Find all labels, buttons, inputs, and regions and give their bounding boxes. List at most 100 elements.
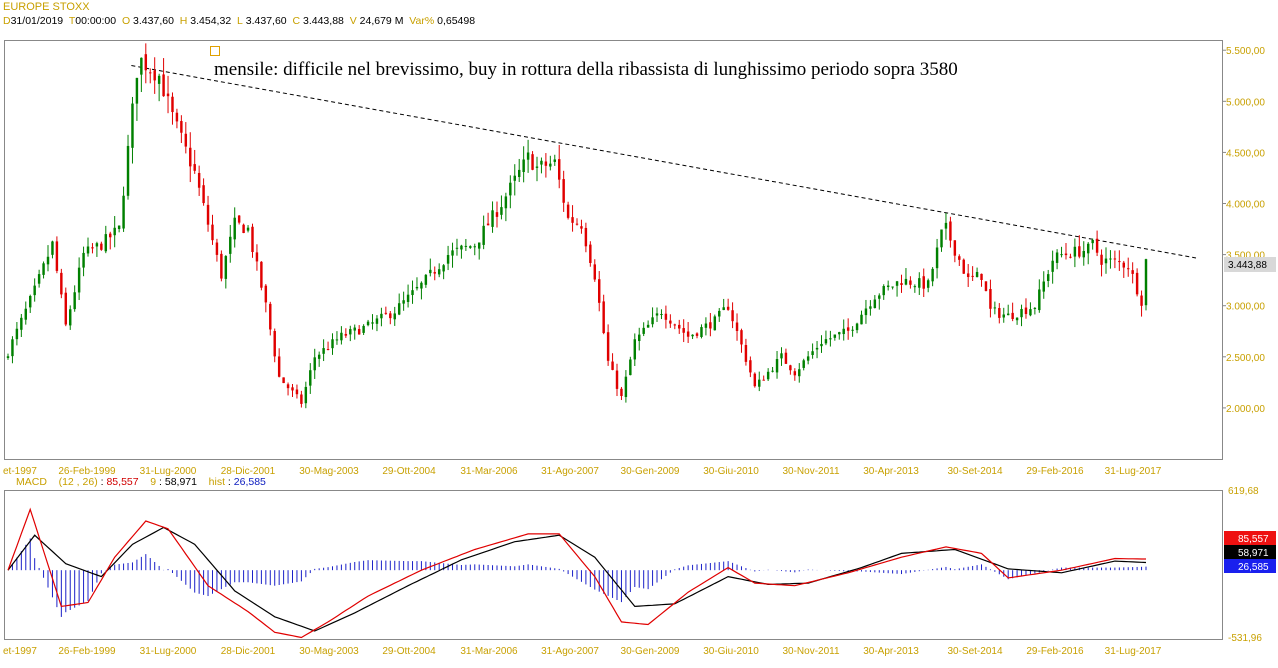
candle-body xyxy=(224,256,228,279)
low-value: 3.437,60 xyxy=(245,15,287,27)
candle-body xyxy=(15,328,19,340)
candle-body xyxy=(1033,307,1037,309)
candle-body xyxy=(317,354,321,359)
candle-body xyxy=(615,370,619,389)
candle-body xyxy=(482,225,485,245)
candle-body xyxy=(362,325,365,333)
macd-x-tick-label: 31-Mar-2006 xyxy=(460,646,518,657)
candle-body xyxy=(646,324,650,328)
candle-body xyxy=(842,328,845,335)
macd-line xyxy=(7,507,1146,639)
candle-body xyxy=(446,255,450,264)
candle-body xyxy=(1113,258,1117,260)
candle-body xyxy=(855,323,859,331)
candle-body xyxy=(1015,317,1019,321)
price-panel-frame xyxy=(4,40,1223,460)
macd-x-tick-label: 31-Lug-2017 xyxy=(1105,646,1162,657)
candle-body xyxy=(940,229,943,248)
candle-body xyxy=(966,273,970,278)
candle-body xyxy=(433,272,436,274)
candle-body xyxy=(718,310,721,317)
candle-body xyxy=(157,75,161,84)
candle-body xyxy=(100,243,103,250)
candle-body xyxy=(104,234,108,252)
candle-body xyxy=(664,313,668,320)
open-key: O xyxy=(121,15,131,27)
x-tick-label: 30-Gen-2009 xyxy=(621,466,680,477)
candle-body xyxy=(660,314,663,316)
candle-body xyxy=(700,327,703,338)
y-tick-label: 4.000,00 xyxy=(1226,200,1265,211)
y-tick-label: 3.500,00 xyxy=(1226,251,1265,262)
candle-body xyxy=(300,394,303,404)
x-tick-label: 30-Giu-2010 xyxy=(703,466,759,477)
candle-body xyxy=(11,339,14,357)
candle-body xyxy=(1086,243,1090,254)
candle-body xyxy=(29,295,32,308)
trendline xyxy=(131,65,1197,259)
candle-body xyxy=(904,278,908,285)
macd-x-tick-label: 30-Set-2014 xyxy=(947,646,1002,657)
candle-body xyxy=(69,309,72,326)
candle-body xyxy=(1042,281,1045,292)
candle-body xyxy=(180,121,183,133)
macd-x-tick-label: 29-Ott-2004 xyxy=(382,646,436,657)
annotation-marker[interactable] xyxy=(210,46,220,56)
candle-body xyxy=(242,224,245,234)
y-tick-label: 3.000,00 xyxy=(1226,302,1265,313)
candle-body xyxy=(366,321,370,326)
candle-body xyxy=(406,294,410,302)
var-key: Var% xyxy=(409,15,435,27)
signal-period: 9 xyxy=(150,476,157,488)
candle-body xyxy=(851,329,854,331)
candle-body xyxy=(393,313,396,320)
macd-legend: MACD (12 , 26) : 85,557 9 : 58,971 hist … xyxy=(16,476,266,488)
candle-body xyxy=(264,285,268,303)
candle-body xyxy=(686,331,690,337)
candle-body xyxy=(437,269,441,275)
candle-body xyxy=(91,247,94,249)
candle-body xyxy=(584,227,588,247)
candle-body xyxy=(522,159,525,173)
candle-body xyxy=(784,352,788,364)
macd-histogram xyxy=(11,538,1147,617)
macd-axis-top: 619,68 xyxy=(1228,486,1259,497)
candle-body xyxy=(460,245,463,250)
low-key: L xyxy=(237,15,243,27)
candle-body xyxy=(829,338,832,340)
candle-body xyxy=(277,356,281,377)
candle-body xyxy=(42,263,45,275)
macd-legend-value: 85,557 xyxy=(106,476,139,488)
candle-body xyxy=(691,334,694,337)
hist-label: hist xyxy=(208,476,226,488)
high-value: 3.454,32 xyxy=(190,15,232,27)
candle-body xyxy=(420,282,423,289)
candle-body xyxy=(758,379,761,387)
macd-x-tick-label: 30-Apr-2013 xyxy=(863,646,919,657)
candle-body xyxy=(833,334,837,338)
candle-body xyxy=(375,318,379,324)
candle-body xyxy=(575,223,579,225)
candle-body xyxy=(566,204,570,218)
candle-body xyxy=(602,301,605,334)
candle-body xyxy=(1100,254,1103,265)
candle-body xyxy=(109,233,112,238)
macd-axis-bottom: -531,96 xyxy=(1228,633,1262,644)
candle-body xyxy=(557,159,561,180)
candle-body xyxy=(464,245,468,247)
candle-body xyxy=(340,332,343,341)
candle-body xyxy=(771,370,774,372)
candle-body xyxy=(580,226,583,229)
candle-body xyxy=(415,286,419,289)
candle-body xyxy=(1122,262,1125,268)
candle-body xyxy=(322,348,325,354)
candle-body xyxy=(166,93,170,97)
candle-body xyxy=(993,307,997,309)
candle-body xyxy=(958,256,961,260)
candle-body xyxy=(1029,309,1032,316)
candle-body xyxy=(269,303,272,330)
candle-body xyxy=(931,268,934,282)
candle-body xyxy=(55,241,59,271)
candle-body xyxy=(1118,261,1121,263)
